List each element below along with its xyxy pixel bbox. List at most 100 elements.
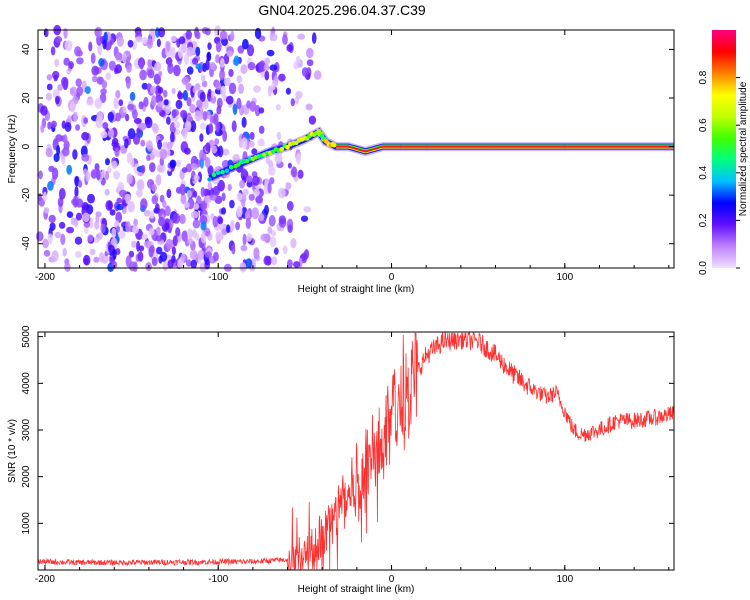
y-tick-label: 4000: [21, 372, 32, 395]
spectrogram-cell: [89, 217, 94, 229]
y-tick-label: 0: [21, 143, 32, 149]
spectrogram-cell: [185, 163, 193, 173]
ridge-blob: [211, 172, 217, 177]
spectrogram-cell: [68, 61, 74, 70]
spectrogram-cell: [236, 75, 243, 84]
spectrogram-cell: [97, 45, 102, 52]
spectrogram-cell: [278, 73, 286, 82]
spectrogram-cell: [185, 82, 193, 91]
spectrogram-cell: [229, 199, 235, 209]
spectrogram-cell: [100, 88, 107, 95]
spectrogram-cell: [55, 134, 63, 142]
spectrogram-y-ticks: -40 -20 0 20 40: [21, 43, 674, 251]
spectrogram-cell: [264, 204, 269, 216]
spectrogram-cell: [241, 137, 248, 149]
spectrogram-cell: [241, 198, 246, 208]
spectrogram-cell: [75, 124, 81, 131]
spectrogram-cell: [180, 193, 187, 205]
spectrogram-cell: [273, 247, 279, 255]
spectrogram-cell: [187, 116, 193, 123]
spectrogram-cell: [171, 246, 176, 256]
spectrogram-cell: [98, 252, 105, 263]
spectrogram-cell: [74, 186, 79, 198]
spectrogram-cell: [63, 57, 70, 66]
ridge-blob: [207, 177, 212, 182]
spectrogram-cell: [136, 179, 145, 191]
spectrogram-x-ticks: -200 -100 0 100: [35, 30, 670, 283]
ridge-blob: [224, 168, 230, 174]
spectrogram-cell: [192, 57, 199, 65]
spectrogram-cell: [177, 258, 184, 270]
spectrogram-cell: [118, 99, 124, 107]
spectrogram-cell: [282, 245, 288, 255]
spectrogram-cell: [221, 228, 228, 236]
spectrogram-cell: [201, 80, 208, 88]
spectrogram-cell: [100, 223, 106, 234]
spectrogram-cell: [246, 44, 255, 57]
spectrogram-cell: [295, 152, 301, 165]
x-tick-label: -100: [208, 272, 228, 283]
spectrogram-cell: [101, 169, 106, 178]
x-tick-label: -200: [35, 574, 55, 585]
spectrogram-cell: [149, 27, 156, 37]
spectrogram-cell: [140, 164, 146, 174]
spectrogram-cell: [242, 188, 249, 196]
spectrogram-cell: [84, 226, 89, 234]
spectrogram-cell: [269, 236, 277, 248]
spectrogram-cell: [200, 231, 206, 244]
spectrogram-cell: [171, 109, 177, 119]
spectrogram-cell: [267, 226, 273, 234]
spectrogram-cell: [193, 174, 200, 181]
spectrogram-cell: [141, 82, 148, 90]
snr-background: [38, 332, 674, 570]
spectrogram-cell: [297, 33, 306, 40]
spectrogram-cell: [104, 170, 110, 181]
spectrogram-cell: [93, 256, 100, 263]
spectrogram-cell: [241, 168, 247, 176]
spectrogram-cell: [199, 122, 207, 130]
spectrogram-cell: [73, 111, 78, 119]
spectrogram-cell: [154, 61, 162, 72]
colorbar-gradient: [712, 30, 736, 268]
spectrogram-cell: [151, 195, 159, 205]
spectrogram-cell: [182, 127, 188, 139]
spectrogram-cell: [149, 86, 156, 94]
ridge-core-yellow: [365, 147, 383, 154]
spectrogram-cell: [50, 46, 56, 56]
spectrogram-cell: [50, 120, 57, 128]
spectrogram-cell: [199, 215, 208, 225]
spectrogram-cell: [300, 215, 309, 222]
spectrogram-x-label: Height of straight line (km): [298, 284, 415, 295]
spectrogram-cell: [107, 111, 115, 122]
snr-series-line: [37, 331, 675, 570]
spectrogram-cell: [233, 55, 240, 66]
spectrogram-cell: [152, 149, 159, 156]
spectrogram-cell: [179, 183, 186, 196]
colorbar-label: Normalized spectral amplitude: [738, 81, 749, 216]
spectrogram-cell: [108, 244, 115, 254]
spectrogram-cell: [138, 101, 144, 110]
spectrogram-cell: [51, 250, 59, 262]
ridge-blob: [215, 170, 221, 175]
spectrogram-cell: [199, 91, 206, 103]
spectrogram-cell: [135, 36, 144, 43]
spectrogram-cell: [187, 237, 194, 245]
spectrogram-cell: [180, 253, 186, 262]
spectrogram-cell: [246, 100, 251, 109]
spectrogram-cell: [94, 26, 103, 37]
spectrogram-cell: [169, 159, 177, 169]
spectrogram-cell: [162, 200, 167, 208]
spectrogram-cell: [102, 122, 109, 129]
spectrogram-cell: [183, 53, 190, 65]
ridge-core-green: [348, 144, 366, 151]
spectrogram-cell: [116, 36, 124, 47]
spectrogram-cell: [220, 57, 225, 68]
spectrogram-cell: [290, 98, 295, 107]
spectrogram-cell: [268, 166, 276, 176]
spectrogram-cell: [63, 134, 68, 145]
spectrogram-cell: [90, 52, 96, 64]
spectrogram-cell: [207, 181, 212, 191]
spectrogram-cell: [125, 77, 131, 89]
spectrogram-cell: [115, 90, 121, 99]
spectrogram-cell: [172, 212, 181, 224]
